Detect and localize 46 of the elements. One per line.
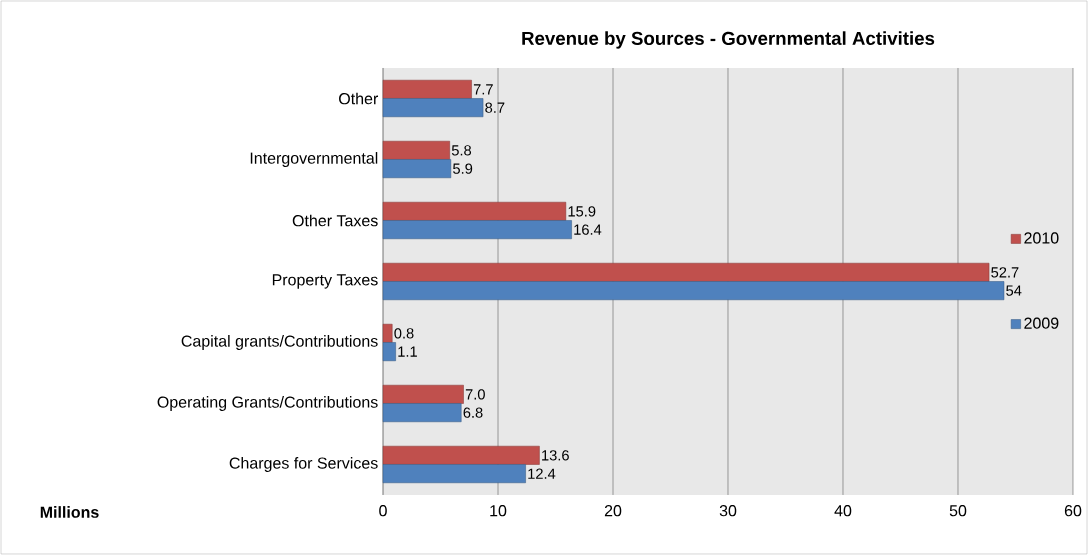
data-label: 16.4 (574, 224, 602, 235)
data-label: 6.8 (463, 407, 483, 418)
y-tick-label: Other Taxes (292, 214, 378, 227)
data-label: 5.9 (453, 163, 473, 174)
y-tick-label: Intergovernmental (250, 152, 378, 167)
bar (382, 201, 567, 221)
data-label: 0.8 (394, 328, 414, 339)
y-tick-label: Operating Grants/Contributions (157, 396, 378, 411)
data-label: 7.7 (473, 84, 493, 95)
bar (382, 220, 572, 240)
bar (382, 445, 540, 465)
bar (382, 140, 450, 160)
data-label: 8.7 (485, 102, 505, 113)
bar (382, 342, 396, 362)
x-tick-label: 20 (604, 505, 622, 517)
bar (382, 464, 526, 484)
data-label: 1.1 (398, 346, 417, 357)
x-tick-label: 60 (1064, 505, 1082, 517)
x-axis-title: Millions (40, 506, 99, 518)
x-tick-label: 50 (949, 505, 967, 517)
y-tick-label: Capital grants/Contributions (181, 335, 378, 350)
data-label: 5.8 (451, 145, 472, 156)
bar (382, 98, 484, 118)
data-label: 13.6 (542, 450, 569, 461)
y-tick-label: Charges for Services (229, 457, 378, 472)
chart-title: Revenue by Sources - Governmental Activities (522, 31, 935, 49)
x-tick-label: 30 (719, 505, 737, 517)
x-tick-label: 40 (834, 505, 852, 517)
bar (382, 384, 464, 404)
bar (382, 281, 1005, 301)
data-label: 12.4 (528, 468, 556, 479)
data-label: 54 (1006, 285, 1022, 296)
bar (382, 159, 452, 179)
x-tick-label: 0 (379, 505, 387, 517)
bar (382, 262, 990, 282)
bar (382, 323, 393, 343)
data-label: 52.7 (991, 267, 1019, 278)
x-tick-label: 10 (490, 505, 507, 517)
bar (382, 79, 472, 99)
legend-label: 2010 (1024, 232, 1059, 244)
data-label: 15.9 (568, 206, 596, 217)
y-tick-label: Other (339, 92, 379, 105)
bar (382, 403, 462, 423)
legend-label: 2009 (1024, 317, 1059, 329)
y-tick-label: Property Taxes (272, 274, 378, 289)
data-label: 7.0 (465, 389, 485, 400)
